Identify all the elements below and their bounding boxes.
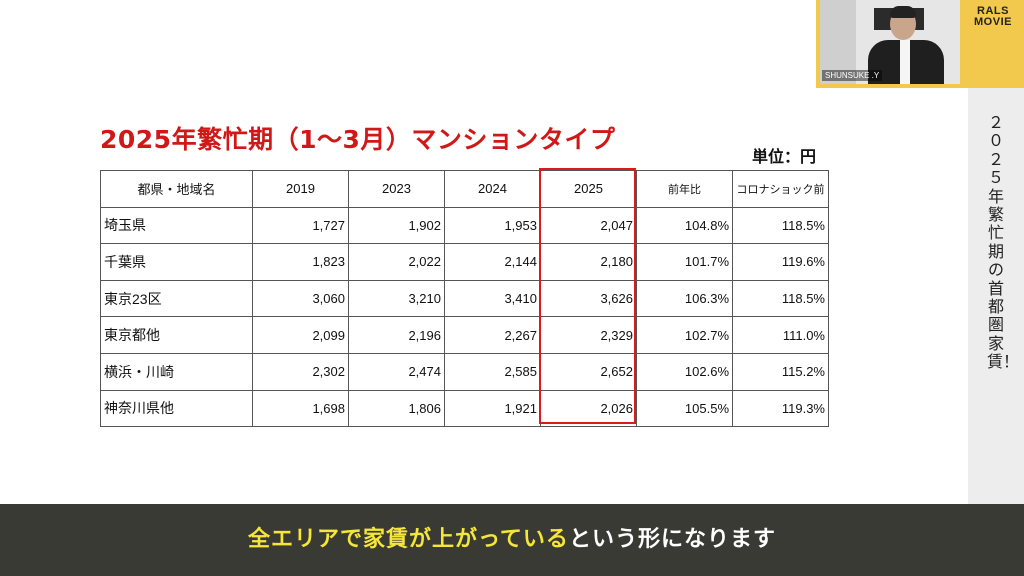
table-row: 神奈川県他 1,698 1,806 1,921 2,026 105.5% 119.3% [100,389,829,428]
value-cell-v2019: 2,302 [252,352,349,391]
value-cell-v2025: 2,652 [540,352,637,391]
unit-label: 単位：円 [752,147,817,166]
value-cell-v2023: 1,902 [348,206,445,245]
value-cell-yoy: 101.7% [636,243,733,281]
value-cell-v2024: 2,585 [444,352,541,391]
value-cell-yoy: 106.3% [636,279,733,318]
region-cell: 神奈川県他 [100,389,253,428]
table-row: 千葉県 1,823 2,022 2,144 2,180 101.7% 119.6% [100,243,829,281]
header-precovid: コロナショック前 [732,170,829,208]
vertical-title: ２０２５年繁忙期の首都圏家賃！ [968,113,1024,372]
value-cell-v2025: 3,626 [540,279,637,318]
table-row: 東京都他 2,099 2,196 2,267 2,329 102.7% 111.0% [100,316,829,354]
value-cell-precovid: 118.5% [732,279,829,318]
value-cell-yoy: 105.5% [636,389,733,428]
value-cell-yoy: 104.8% [636,206,733,245]
region-cell: 東京23区 [100,279,253,318]
subtitle-rest: という形になります [568,527,776,552]
vertical-title-text: ２０２５年繁忙期の首都圏家賃！ [987,113,1020,372]
header-yoy: 前年比 [636,170,733,208]
header-2025: 2025 [540,170,637,208]
value-cell-v2023: 2,196 [348,316,445,354]
value-cell-v2025: 2,329 [540,316,637,354]
header-2019: 2019 [252,170,349,208]
logo-line-1: RALS [977,5,1009,17]
value-cell-v2023: 2,022 [348,243,445,281]
subtitle-bar: 全エリアで家賃が上がっているという形になります [0,504,1024,576]
logo-line-2: MOVIE [974,16,1012,28]
value-cell-v2019: 1,698 [252,389,349,428]
value-cell-v2023: 2,474 [348,352,445,391]
table-row: 東京23区 3,060 3,210 3,410 3,626 106.3% 118.5% [100,279,829,318]
header-2024: 2024 [444,170,541,208]
value-cell-v2025: 2,047 [540,206,637,245]
rent-table: 都県・地域名 2019 2023 2024 2025 前年比 コロナショック前 … [100,170,829,428]
value-cell-precovid: 119.6% [732,243,829,281]
subtitle-text: 全エリアで家賃が上がっているという形になります [0,504,1024,576]
channel-logo: RALS MOVIE [966,6,1020,28]
slide-area: 2025年繁忙期（1～3月）マンションタイプ 単位：円 都県・地域名 2019 … [100,125,829,428]
value-cell-precovid: 111.0% [732,316,829,354]
value-cell-yoy: 102.6% [636,352,733,391]
header-region: 都県・地域名 [100,170,253,208]
value-cell-v2023: 3,210 [348,279,445,318]
value-cell-v2023: 1,806 [348,389,445,428]
value-cell-yoy: 102.7% [636,316,733,354]
value-cell-v2019: 2,099 [252,316,349,354]
value-cell-v2024: 1,953 [444,206,541,245]
value-cell-v2025: 2,180 [540,243,637,281]
table-row: 横浜・川崎 2,302 2,474 2,585 2,652 102.6% 115.2% [100,352,829,391]
region-cell: 埼玉県 [100,206,253,245]
presenter-name: SHUNSUKE .Y [822,70,883,81]
value-cell-precovid: 118.5% [732,206,829,245]
webcam-video: SHUNSUKE .Y [820,0,960,84]
value-cell-v2019: 3,060 [252,279,349,318]
table-row: 埼玉県 1,727 1,902 1,953 2,047 104.8% 118.5% [100,206,829,245]
value-cell-v2024: 1,921 [444,389,541,428]
region-cell: 横浜・川崎 [100,352,253,391]
webcam-overlay: SHUNSUKE .Y RALS MOVIE [816,0,1024,88]
value-cell-v2024: 3,410 [444,279,541,318]
slide-title: 2025年繁忙期（1～3月）マンションタイプ [100,125,616,154]
vertical-sidebar: ２０２５年繁忙期の首都圏家賃！ [968,88,1024,504]
value-cell-v2019: 1,823 [252,243,349,281]
header-2023: 2023 [348,170,445,208]
value-cell-precovid: 119.3% [732,389,829,428]
region-cell: 千葉県 [100,243,253,281]
value-cell-v2024: 2,267 [444,316,541,354]
subtitle-highlight: 全エリアで家賃が上がっている [248,527,569,552]
value-cell-v2019: 1,727 [252,206,349,245]
value-cell-precovid: 115.2% [732,352,829,391]
value-cell-v2025: 2,026 [540,389,637,428]
region-cell: 東京都他 [100,316,253,354]
value-cell-v2024: 2,144 [444,243,541,281]
table-header-row: 都県・地域名 2019 2023 2024 2025 前年比 コロナショック前 [100,170,829,208]
